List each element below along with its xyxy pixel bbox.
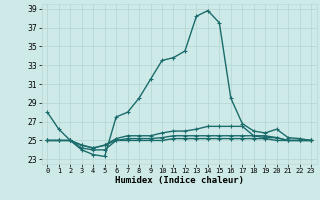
X-axis label: Humidex (Indice chaleur): Humidex (Indice chaleur) [115, 176, 244, 185]
